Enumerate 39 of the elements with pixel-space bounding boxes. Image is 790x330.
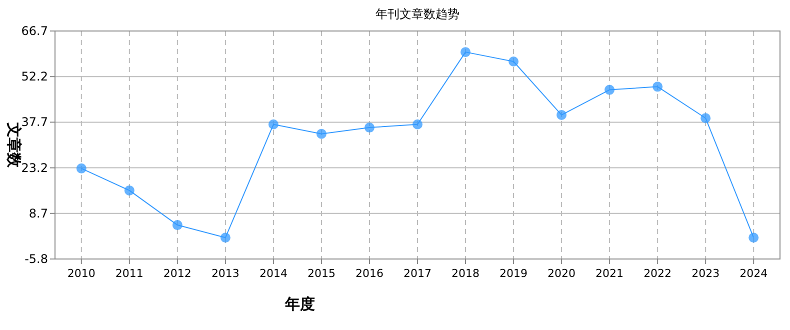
y-tick-label: 37.7: [21, 115, 48, 130]
point: [700, 113, 711, 124]
point: [412, 119, 422, 130]
point: [268, 119, 278, 130]
y-axis-title: 文章数: [5, 122, 23, 168]
x-tick-label: 2015: [307, 267, 336, 280]
point: [508, 56, 519, 67]
y-tick-label: 52.2: [21, 70, 48, 84]
x-tick-label: 2016: [355, 267, 384, 280]
y-tick-label: 66.7: [21, 24, 48, 38]
point: [124, 185, 134, 196]
y-tick-label: 23.2: [21, 160, 48, 175]
x-tick-label: 2022: [644, 267, 672, 280]
x-tick-label: 2011: [115, 267, 144, 280]
point: [748, 232, 759, 243]
chart-title: 年刊文章数趋势: [376, 7, 460, 21]
x-tick-label: 2010: [67, 267, 96, 280]
x-tick-label: 2024: [740, 267, 768, 280]
point: [364, 122, 374, 133]
point: [604, 84, 615, 95]
x-tick-label: 2012: [163, 267, 192, 280]
point: [652, 82, 663, 92]
point: [220, 232, 230, 243]
y-tick-label: -5.8: [24, 252, 48, 266]
point: [460, 47, 471, 58]
x-tick-label: 2020: [548, 267, 576, 280]
x-tick-label: 2019: [500, 267, 528, 280]
x-tick-label: 2023: [692, 267, 720, 280]
point: [172, 220, 182, 230]
x-tick-label: 2013: [211, 267, 240, 280]
point: [316, 128, 326, 139]
x-axis-title: 年度: [284, 295, 315, 313]
x-tick-label: 2017: [404, 267, 432, 280]
point: [556, 110, 567, 120]
x-tick-label: 2018: [452, 267, 480, 280]
point: [76, 163, 86, 174]
x-tick-label: 2021: [596, 267, 624, 280]
x-tick-label: 2014: [259, 267, 288, 280]
y-tick-label: 8.7: [28, 206, 48, 220]
